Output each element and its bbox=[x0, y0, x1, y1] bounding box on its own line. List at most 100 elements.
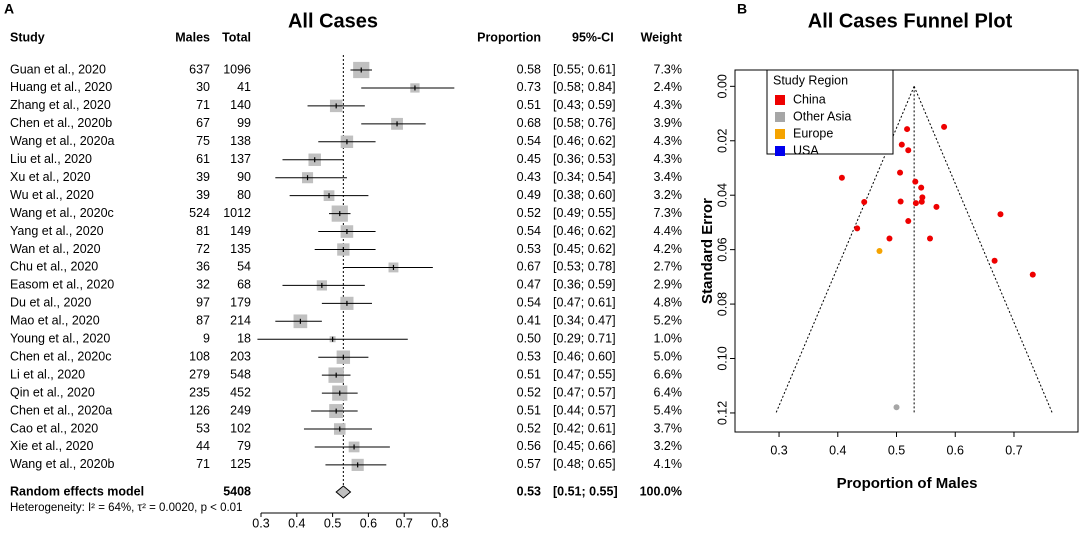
ci-label: [0.36; 0.59] bbox=[553, 278, 616, 292]
total: 54 bbox=[237, 260, 251, 274]
data-point bbox=[897, 198, 904, 205]
total: 452 bbox=[230, 385, 251, 399]
data-point bbox=[854, 225, 861, 232]
weight: 7.3% bbox=[654, 206, 683, 220]
study-name: Chen et al., 2020c bbox=[10, 349, 111, 363]
total: 1012 bbox=[223, 206, 251, 220]
y-tick-label: 0.02 bbox=[715, 129, 729, 153]
data-point bbox=[893, 404, 900, 411]
legend-box bbox=[766, 69, 894, 155]
study-name: Young et al., 2020 bbox=[10, 332, 110, 346]
total: 203 bbox=[230, 349, 251, 363]
proportion: 0.52 bbox=[517, 206, 541, 220]
study-name: Li et al., 2020 bbox=[10, 367, 85, 381]
proportion: 0.54 bbox=[517, 224, 541, 238]
weight: 4.3% bbox=[654, 98, 683, 112]
weight: 2.7% bbox=[654, 260, 683, 274]
data-point bbox=[886, 235, 893, 242]
study-name: Wu et al., 2020 bbox=[10, 188, 94, 202]
weight: 1.0% bbox=[654, 332, 683, 346]
weight: 4.4% bbox=[654, 224, 683, 238]
pooled-ci: [0.51; 0.55] bbox=[553, 484, 618, 498]
proportion: 0.67 bbox=[517, 260, 541, 274]
ci-label: [0.36; 0.53] bbox=[553, 152, 616, 166]
total: 41 bbox=[237, 80, 251, 94]
study-name: Xu et al., 2020 bbox=[10, 170, 91, 184]
ci-label: [0.55; 0.61] bbox=[553, 62, 616, 76]
legend-label: USA bbox=[793, 143, 819, 157]
x-tick-label: 0.7 bbox=[396, 516, 413, 530]
study-name: Liu et al., 2020 bbox=[10, 152, 92, 166]
weight: 3.4% bbox=[654, 170, 683, 184]
ci-label: [0.45; 0.62] bbox=[553, 242, 616, 256]
ci-label: [0.47; 0.55] bbox=[553, 367, 616, 381]
weight: 2.4% bbox=[654, 80, 683, 94]
data-point bbox=[912, 178, 919, 185]
males: 72 bbox=[196, 242, 210, 256]
proportion: 0.53 bbox=[517, 242, 541, 256]
data-point bbox=[898, 141, 905, 148]
study-name: Wang et al., 2020c bbox=[10, 206, 114, 220]
total: 140 bbox=[230, 98, 251, 112]
y-tick-label: 0.06 bbox=[715, 237, 729, 261]
proportion: 0.51 bbox=[517, 98, 541, 112]
proportion: 0.68 bbox=[517, 116, 541, 130]
study-name: Wang et al., 2020a bbox=[10, 134, 115, 148]
proportion: 0.57 bbox=[517, 457, 541, 471]
pooled-weight: 100.0% bbox=[640, 484, 682, 498]
total: 18 bbox=[237, 332, 251, 346]
legend-title: Study Region bbox=[773, 73, 848, 87]
x-axis-label: Proportion of Males bbox=[837, 475, 978, 492]
weight: 3.9% bbox=[654, 116, 683, 130]
males: 75 bbox=[196, 134, 210, 148]
males: 81 bbox=[196, 224, 210, 238]
pooled-label: Random effects model bbox=[10, 484, 144, 498]
data-point bbox=[912, 200, 919, 207]
data-point bbox=[876, 248, 883, 254]
total: 1096 bbox=[223, 62, 251, 76]
ci-label: [0.46; 0.62] bbox=[553, 134, 616, 148]
total: 125 bbox=[230, 457, 251, 471]
study-name: Huang et al., 2020 bbox=[10, 80, 112, 94]
pooled-total: 5408 bbox=[223, 484, 251, 498]
data-point bbox=[838, 174, 845, 181]
x-tick-label: 0.6 bbox=[947, 443, 964, 457]
study-name: Chen et al., 2020b bbox=[10, 116, 112, 130]
ci-label: [0.34; 0.47] bbox=[553, 314, 616, 328]
study-name: Mao et al., 2020 bbox=[10, 314, 100, 328]
data-point bbox=[904, 126, 911, 133]
y-tick-label: 0.08 bbox=[715, 292, 729, 316]
study-name: Du et al., 2020 bbox=[10, 296, 91, 310]
ci-label: [0.38; 0.60] bbox=[553, 188, 616, 202]
y-tick-label: 0.12 bbox=[715, 401, 729, 425]
weight: 4.3% bbox=[654, 152, 683, 166]
study-name: Chu et al., 2020 bbox=[10, 260, 98, 274]
x-tick-label: 0.4 bbox=[829, 443, 846, 457]
x-tick-label: 0.4 bbox=[288, 516, 305, 530]
males: 71 bbox=[196, 98, 210, 112]
proportion: 0.73 bbox=[517, 80, 541, 94]
column-header: Study bbox=[10, 30, 45, 44]
panel-label: B bbox=[737, 1, 747, 17]
x-tick-label: 0.5 bbox=[324, 516, 341, 530]
total: 90 bbox=[237, 170, 251, 184]
total: 80 bbox=[237, 188, 251, 202]
x-tick-label: 0.7 bbox=[1005, 443, 1022, 457]
data-point bbox=[933, 203, 940, 210]
total: 137 bbox=[230, 152, 251, 166]
legend-swatch bbox=[775, 129, 785, 139]
ci-label: [0.44; 0.57] bbox=[553, 403, 616, 417]
y-tick-label: 0.04 bbox=[715, 183, 729, 207]
funnel-line bbox=[775, 86, 915, 414]
study-name: Easom et al., 2020 bbox=[10, 278, 114, 292]
weight: 3.2% bbox=[654, 188, 683, 202]
ci-label: [0.48; 0.65] bbox=[553, 457, 616, 471]
males: 279 bbox=[189, 367, 210, 381]
total: 68 bbox=[237, 278, 251, 292]
data-point bbox=[1029, 271, 1036, 278]
data-point bbox=[926, 235, 933, 242]
plot-frame bbox=[734, 69, 1079, 433]
ci-label: [0.34; 0.54] bbox=[553, 170, 616, 184]
data-point bbox=[991, 257, 998, 264]
